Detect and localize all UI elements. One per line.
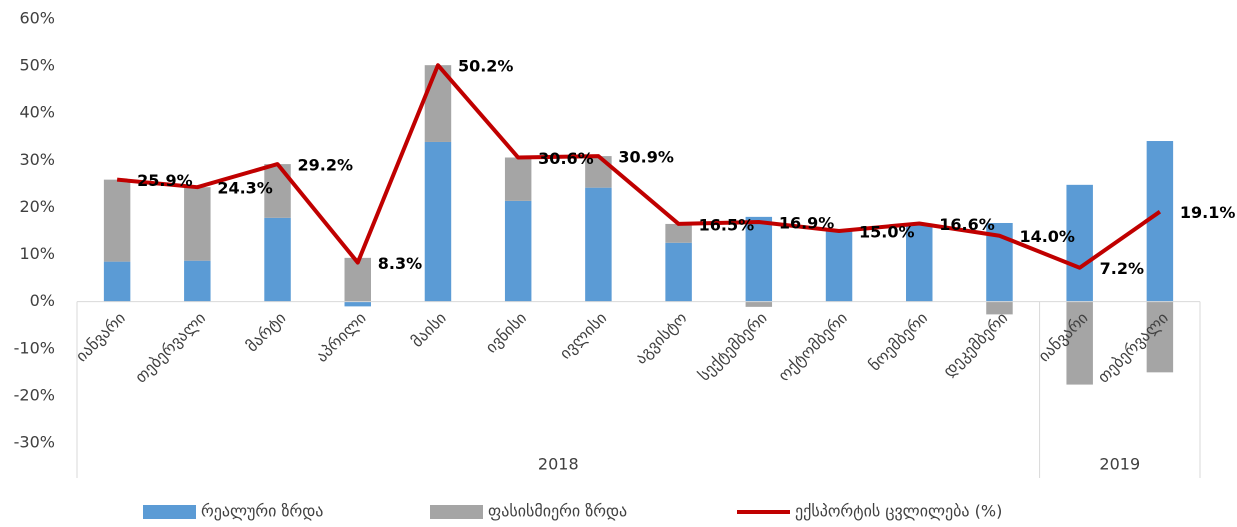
bar [1066, 184, 1093, 302]
data-label: 16.6% [939, 215, 995, 234]
bar [344, 301, 371, 307]
bar [184, 260, 211, 302]
y-tick-label: 0% [30, 291, 55, 310]
bar [906, 223, 933, 302]
bar [1066, 301, 1093, 385]
bar [424, 141, 452, 302]
y-tick-label: -30% [14, 433, 55, 452]
legend-label: ფასისმიერი ზრდა [488, 502, 627, 521]
x-tick-label: ნოემბერი [865, 308, 931, 374]
x-tick-label: იანვარი [72, 308, 129, 365]
y-tick-label: 50% [19, 56, 55, 75]
bar [344, 257, 371, 302]
bar [745, 301, 773, 307]
bar [585, 187, 612, 302]
legend-label: რეალური ზრდა [201, 502, 323, 521]
x-tick-label: თებერვალი [131, 308, 209, 386]
legend-swatch [430, 505, 483, 519]
data-label: 15.0% [859, 223, 915, 242]
data-label: 8.3% [378, 254, 422, 273]
data-label: 30.9% [618, 148, 674, 167]
bar [665, 223, 692, 243]
bar [184, 187, 211, 261]
data-label: 16.9% [779, 214, 835, 233]
bar [665, 242, 692, 302]
x-tick-label: აგვისტო [631, 308, 691, 368]
y-tick-label: 40% [19, 103, 55, 122]
bar [1146, 141, 1174, 302]
x-tick-label: მაისი [407, 308, 450, 351]
x-tick-label: მარტი [242, 308, 289, 355]
bar [1146, 301, 1174, 373]
y-tick-label: 30% [19, 150, 55, 169]
x-tick-label: ოქტომბერი [774, 308, 851, 385]
x-tick-label: ივლისი [556, 308, 611, 363]
data-label: 16.5% [699, 215, 755, 234]
bar [103, 179, 131, 262]
legend-label: ექსპორტის ცვლილება (%) [795, 502, 1002, 521]
data-label: 25.9% [137, 171, 193, 190]
x-tick-label: სექტემბერი [694, 308, 770, 384]
bar [504, 157, 532, 201]
bar [825, 231, 853, 302]
y-tick-label: 20% [19, 197, 55, 216]
x-tick-label: ივნისი [482, 308, 531, 357]
data-label: 19.1% [1180, 203, 1236, 222]
y-tick-label: 60% [19, 9, 55, 28]
x-tick-label: აპრილი [312, 308, 370, 366]
bar [986, 301, 1013, 315]
data-label: 14.0% [1019, 227, 1075, 246]
y-tick-label: -20% [14, 385, 55, 404]
data-label: 24.3% [217, 179, 273, 198]
bar [264, 217, 291, 302]
y-tick-label: 10% [19, 244, 55, 263]
data-label: 50.2% [458, 57, 514, 76]
data-label: 7.2% [1100, 259, 1144, 278]
line-series [116, 63, 1162, 270]
y-tick-label: -10% [14, 338, 55, 357]
x-tick-label: დეკემბერი [939, 308, 1011, 380]
bar [745, 216, 773, 302]
bar [504, 200, 532, 302]
legend-swatch [143, 505, 196, 519]
group-label: 2019 [1099, 455, 1140, 474]
bar [103, 261, 131, 302]
group-label: 2018 [538, 455, 579, 474]
data-label: 30.6% [538, 149, 594, 168]
data-label: 29.2% [298, 156, 354, 175]
